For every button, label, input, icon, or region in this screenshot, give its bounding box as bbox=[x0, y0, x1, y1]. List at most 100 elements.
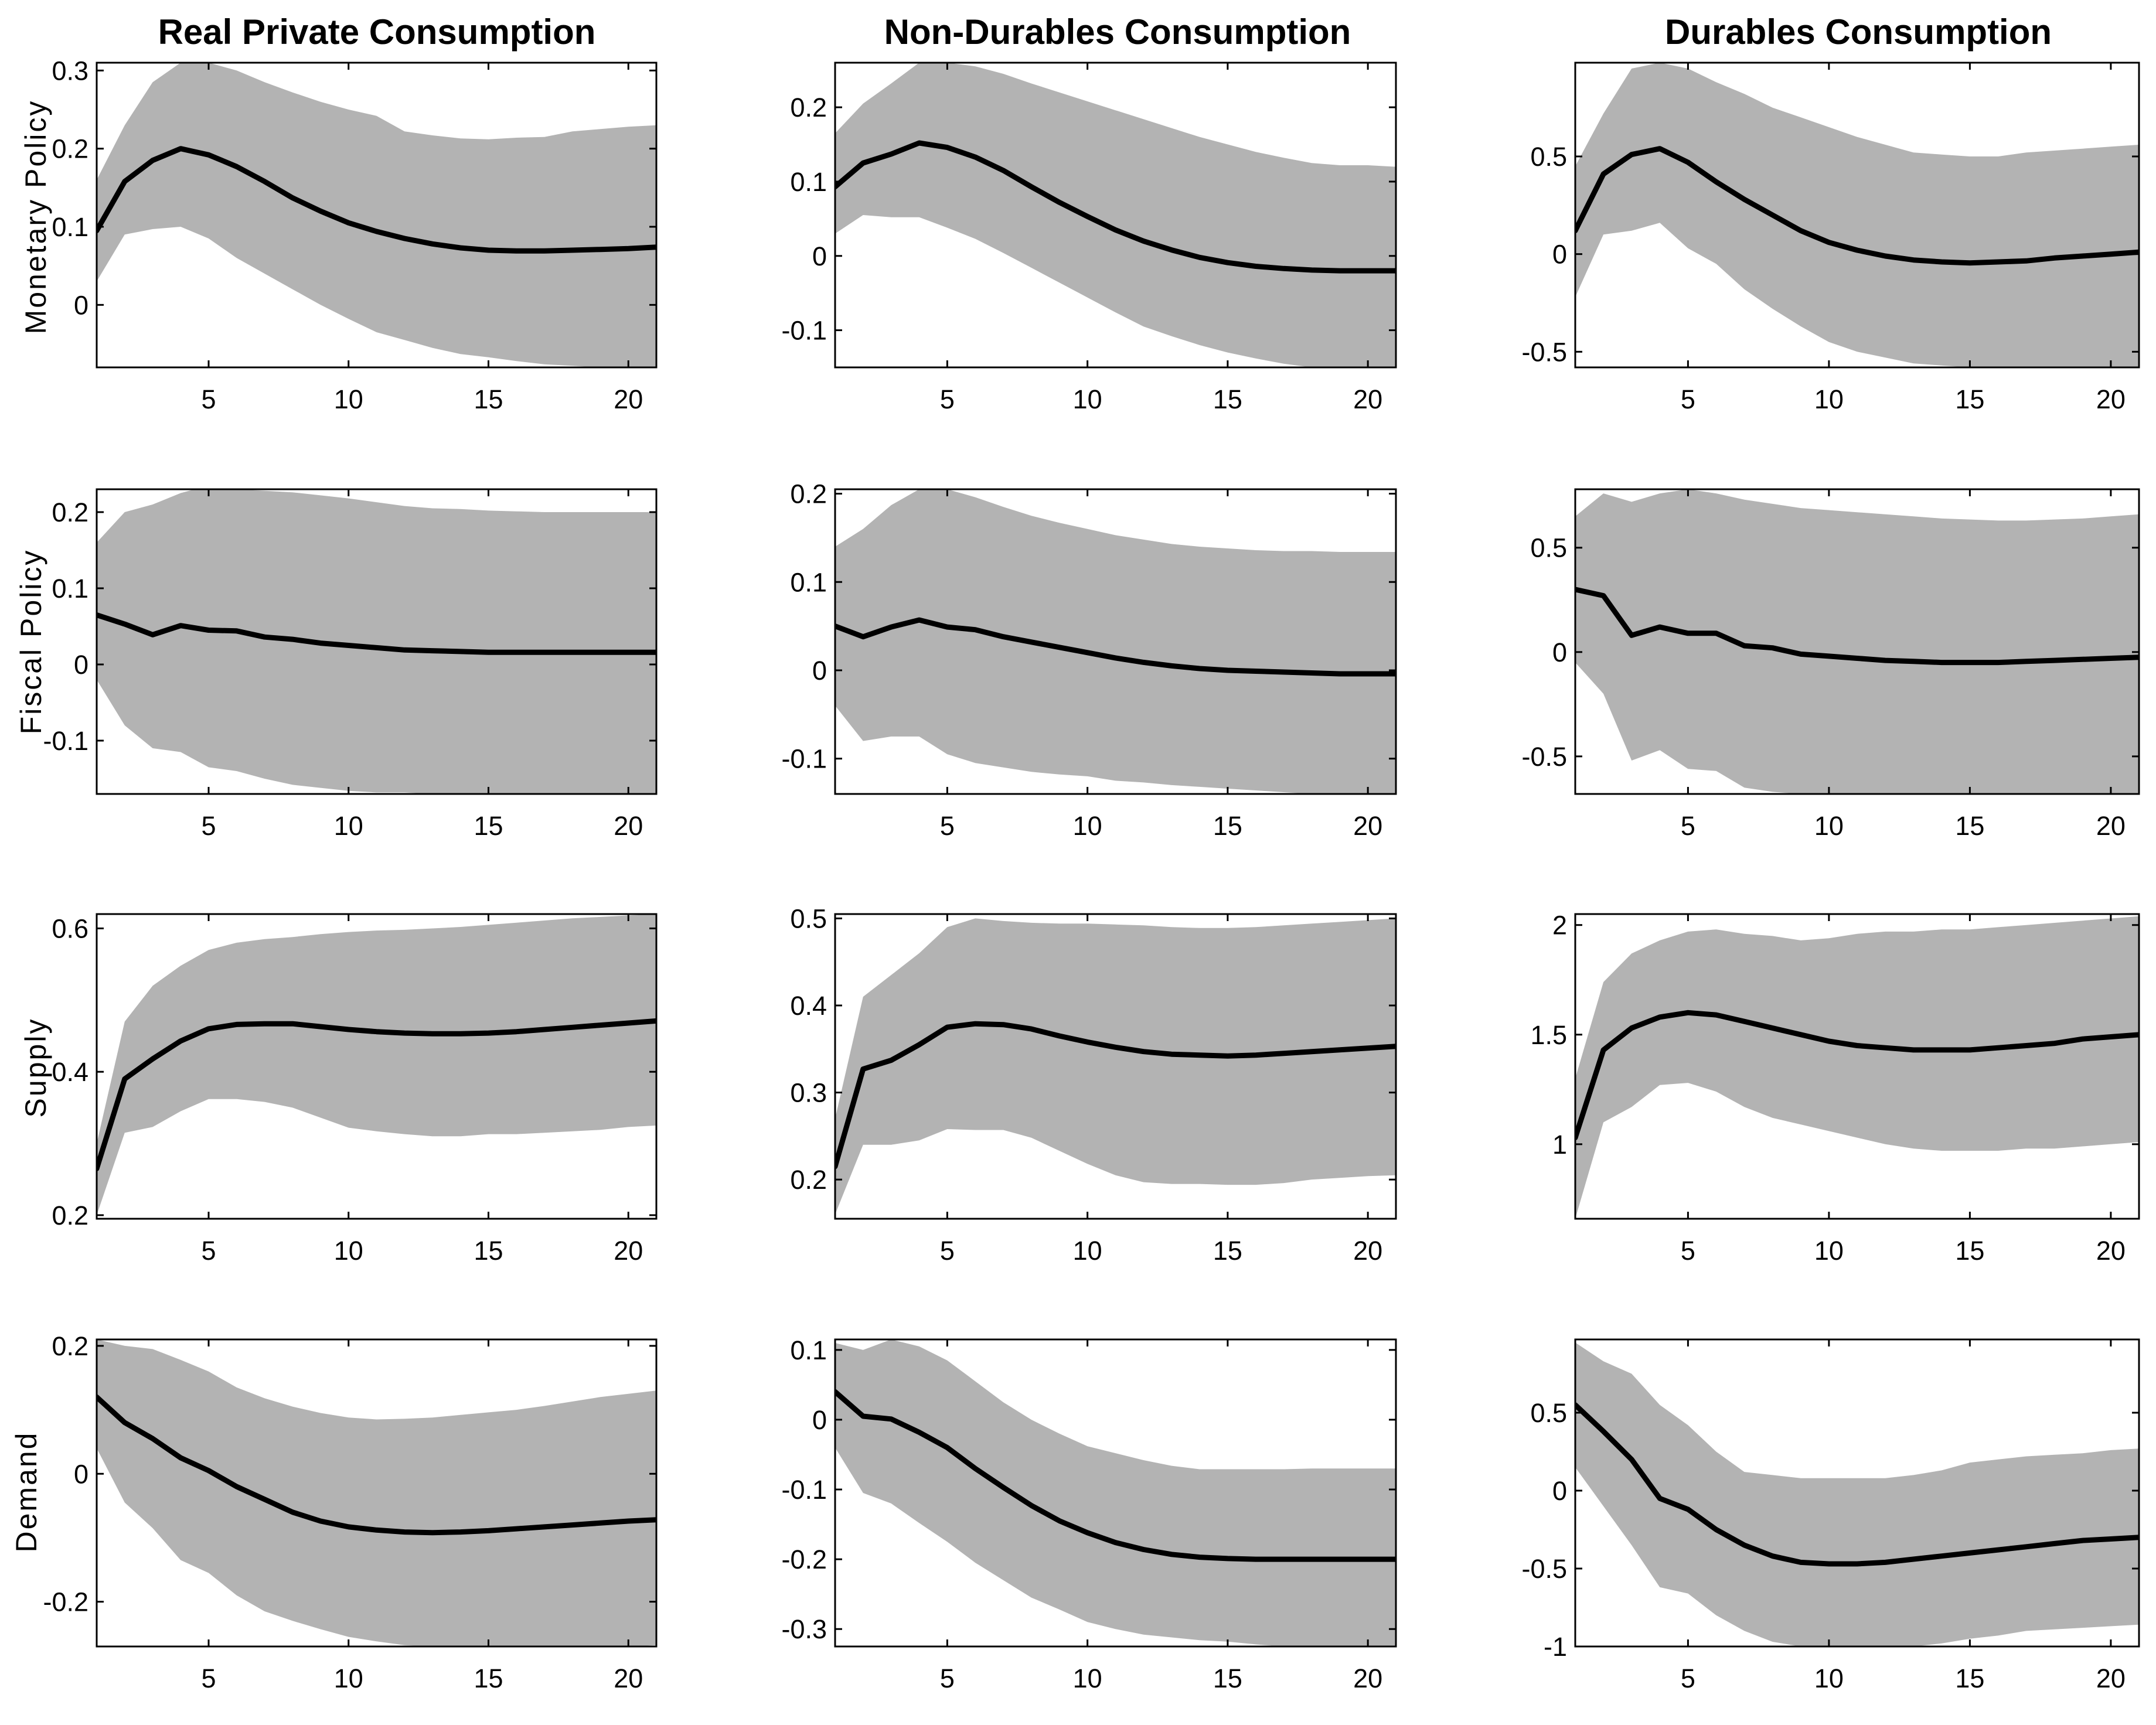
panel-fiscal-policy-durables-consumption-axes-box bbox=[1574, 488, 2140, 795]
panel-monetary-policy-real-private-consumption-xtick-label-5: 5 bbox=[201, 384, 216, 414]
panel-fiscal-policy-real-private-consumption-ytick-label-3: 0.2 bbox=[52, 497, 88, 527]
panel-supply-non-durables-consumption-confidence-band bbox=[835, 918, 1396, 1215]
panel-fiscal-policy-durables-consumption-xtick-label-10: 10 bbox=[1814, 811, 1844, 841]
panel-monetary-policy-real-private-consumption-ytick-label-1: 0.1 bbox=[52, 212, 88, 242]
panel-demand-durables-consumption-ytick-label-3: 0.5 bbox=[1530, 1398, 1567, 1428]
panel-monetary-policy-non-durables-consumption: 5 10 15 20 -0.1 0 0.1 0.2 bbox=[781, 62, 1397, 414]
panel-demand-non-durables-consumption-ytick-label-4: 0.1 bbox=[790, 1335, 827, 1365]
panel-fiscal-policy-real-private-consumption-ytick-label-2: 0.1 bbox=[52, 574, 88, 604]
panel-demand-durables-consumption-ytick-label-2: 0 bbox=[1552, 1476, 1567, 1506]
panel-fiscal-policy-non-durables-consumption-axes-box bbox=[834, 488, 1397, 795]
panel-monetary-policy-non-durables-consumption-ytick-label-0: -0.1 bbox=[781, 316, 827, 346]
panel-supply-non-durables-consumption-axes-box bbox=[834, 913, 1397, 1220]
panel-supply-real-private-consumption-plot-area bbox=[97, 914, 656, 1215]
panel-supply-durables-consumption: 5 10 15 20 1 1.5 2 bbox=[1530, 911, 2140, 1266]
panel-fiscal-policy-durables-consumption-xtick-label-15: 15 bbox=[1955, 811, 1984, 841]
panel-fiscal-policy-non-durables-consumption-ytick-label-1: 0 bbox=[812, 656, 827, 686]
panel-supply-non-durables-consumption-xtick-label-10: 10 bbox=[1073, 1236, 1102, 1266]
panel-monetary-policy-non-durables-consumption-confidence-band bbox=[835, 63, 1396, 367]
panel-monetary-policy-real-private-consumption-ytick-label-2: 0.2 bbox=[52, 134, 88, 164]
row-label-fiscal-policy: Fiscal Policy bbox=[15, 549, 47, 735]
panel-demand-real-private-consumption-xtick-label-5: 5 bbox=[201, 1663, 216, 1693]
panel-demand-real-private-consumption-confidence-band bbox=[97, 1339, 656, 1646]
panel-supply-durables-consumption-ytick-label-1: 1.5 bbox=[1530, 1020, 1567, 1050]
panel-demand-durables-consumption-ytick-label-1: -0.5 bbox=[1521, 1554, 1567, 1584]
panel-monetary-policy-durables-consumption-plot-area bbox=[1575, 63, 2139, 367]
panel-monetary-policy-non-durables-consumption-xtick-label-20: 20 bbox=[1353, 384, 1382, 414]
panel-fiscal-policy-durables-consumption-xtick-label-20: 20 bbox=[2096, 811, 2126, 841]
panel-monetary-policy-real-private-consumption-xtick-label-10: 10 bbox=[334, 384, 363, 414]
panel-supply-non-durables-consumption-ytick-label-3: 0.5 bbox=[790, 904, 827, 933]
panel-demand-durables-consumption-xtick-label-5: 5 bbox=[1681, 1663, 1695, 1693]
panel-fiscal-policy-real-private-consumption-plot-area bbox=[97, 489, 656, 794]
panel-monetary-policy-non-durables-consumption-xtick-label-15: 15 bbox=[1213, 384, 1242, 414]
panel-supply-non-durables-consumption-plot-area bbox=[835, 918, 1396, 1215]
panel-fiscal-policy-durables-consumption-median-line bbox=[1575, 587, 2139, 666]
panel-monetary-policy-non-durables-consumption-ytick-label-1: 0 bbox=[812, 241, 827, 271]
panel-supply-durables-consumption-xtick-label-15: 15 bbox=[1955, 1236, 1984, 1266]
panel-demand-non-durables-consumption-xtick-label-5: 5 bbox=[940, 1663, 955, 1693]
row-label-demand: Demand bbox=[10, 1431, 43, 1553]
panel-fiscal-policy-durables-consumption-ytick-label-2: 0.5 bbox=[1530, 533, 1567, 563]
panel-demand-non-durables-consumption-xtick-label-20: 20 bbox=[1353, 1663, 1382, 1693]
panel-monetary-policy-real-private-consumption-xtick-label-20: 20 bbox=[614, 384, 643, 414]
panel-demand-durables-consumption-xtick-label-20: 20 bbox=[2096, 1663, 2126, 1693]
panel-fiscal-policy-non-durables-consumption-xtick-label-15: 15 bbox=[1213, 811, 1242, 841]
panel-supply-non-durables-consumption-median-line bbox=[835, 1021, 1396, 1170]
panel-supply-durables-consumption-median-line bbox=[1575, 1010, 2139, 1141]
panel-demand-non-durables-consumption-xtick-label-10: 10 bbox=[1073, 1663, 1102, 1693]
panel-fiscal-policy-non-durables-consumption-ytick-label-2: 0.1 bbox=[790, 567, 827, 597]
panel-fiscal-policy-non-durables-consumption-xtick-label-10: 10 bbox=[1073, 811, 1102, 841]
panel-demand-real-private-consumption-axes-box bbox=[96, 1338, 658, 1648]
panel-supply-durables-consumption-plot-area bbox=[1575, 916, 2139, 1219]
panel-fiscal-policy-durables-consumption: 5 10 15 20 -0.5 0 0.5 bbox=[1521, 488, 2140, 841]
row-label-monetary-policy: Monetary Policy bbox=[19, 100, 52, 335]
panel-demand-real-private-consumption-ytick-label-2: 0.2 bbox=[52, 1331, 88, 1361]
panel-fiscal-policy-non-durables-consumption-confidence-band bbox=[835, 489, 1396, 794]
panel-demand-non-durables-consumption-axes-box bbox=[834, 1338, 1397, 1648]
panel-supply-real-private-consumption-confidence-band bbox=[97, 914, 656, 1215]
panel-supply-durables-consumption-ytick-label-0: 1 bbox=[1552, 1130, 1567, 1160]
panel-supply-non-durables-consumption-ytick-label-0: 0.2 bbox=[790, 1165, 827, 1195]
panel-monetary-policy-durables-consumption-ytick-label-1: 0 bbox=[1552, 240, 1567, 270]
panel-demand-non-durables-consumption-ytick-label-2: -0.1 bbox=[781, 1475, 827, 1505]
panel-demand-non-durables-consumption: 5 10 15 20 -0.3 -0.2 -0.1 0 0.1 bbox=[781, 1335, 1397, 1693]
panel-monetary-policy-non-durables-consumption-axes-box bbox=[834, 62, 1397, 369]
panel-fiscal-policy-real-private-consumption-axes-box bbox=[96, 488, 658, 795]
panel-fiscal-policy-non-durables-consumption-ytick-label-3: 0.2 bbox=[790, 479, 827, 509]
panel-fiscal-policy-real-private-consumption-confidence-band bbox=[97, 489, 656, 794]
column-title-non-durables-consumption: Non-Durables Consumption bbox=[884, 12, 1351, 52]
panel-fiscal-policy-real-private-consumption-ytick-label-1: 0 bbox=[74, 650, 88, 680]
panel-monetary-policy-durables-consumption: 5 10 15 20 -0.5 0 0.5 bbox=[1521, 62, 2140, 414]
panel-fiscal-policy-real-private-consumption-median-line bbox=[97, 612, 656, 655]
panel-demand-non-durables-consumption-ytick-label-3: 0 bbox=[812, 1405, 827, 1435]
panel-supply-real-private-consumption-median-line bbox=[97, 1018, 656, 1171]
panel-monetary-policy-non-durables-consumption-ytick-label-2: 0.1 bbox=[790, 167, 827, 197]
column-title-real-private-consumption: Real Private Consumption bbox=[158, 12, 596, 52]
panel-supply-real-private-consumption-xtick-label-10: 10 bbox=[334, 1236, 363, 1266]
panel-demand-real-private-consumption: 5 10 15 20 -0.2 0 0.2 bbox=[43, 1331, 658, 1693]
panel-demand-durables-consumption-xtick-label-15: 15 bbox=[1955, 1663, 1984, 1693]
panel-demand-non-durables-consumption-plot-area bbox=[835, 1339, 1396, 1646]
panel-supply-real-private-consumption-xtick-label-5: 5 bbox=[201, 1236, 216, 1266]
panel-fiscal-policy-real-private-consumption-ytick-label-0: -0.1 bbox=[43, 726, 88, 756]
panel-demand-durables-consumption-ytick-label-0: -1 bbox=[1544, 1632, 1567, 1662]
panel-fiscal-policy-durables-consumption-ytick-label-0: -0.5 bbox=[1521, 742, 1567, 772]
panel-supply-real-private-consumption-xtick-label-20: 20 bbox=[614, 1236, 643, 1266]
panel-demand-durables-consumption-plot-area bbox=[1575, 1342, 2139, 1646]
panel-fiscal-policy-durables-consumption-plot-area bbox=[1575, 489, 2139, 794]
panel-demand-non-durables-consumption-ytick-label-1: -0.2 bbox=[781, 1545, 827, 1574]
panel-supply-real-private-consumption-axes-box bbox=[96, 913, 658, 1220]
panel-fiscal-policy-real-private-consumption-xtick-label-10: 10 bbox=[334, 811, 363, 841]
panel-supply-real-private-consumption-ytick-label-2: 0.6 bbox=[52, 913, 88, 943]
panel-supply-real-private-consumption-xtick-label-15: 15 bbox=[474, 1236, 503, 1266]
panel-supply-non-durables-consumption: 5 10 15 20 0.2 0.3 0.4 0.5 bbox=[790, 904, 1397, 1266]
panel-demand-non-durables-consumption-ytick-label-0: -0.3 bbox=[781, 1614, 827, 1644]
panel-monetary-policy-non-durables-consumption-xtick-label-10: 10 bbox=[1073, 384, 1102, 414]
panel-supply-non-durables-consumption-xtick-label-20: 20 bbox=[1353, 1236, 1382, 1266]
panel-supply-durables-consumption-ytick-label-2: 2 bbox=[1552, 911, 1567, 940]
panel-monetary-policy-real-private-consumption-confidence-band bbox=[97, 63, 656, 367]
panel-supply-real-private-consumption: 5 10 15 20 0.2 0.4 0.6 bbox=[52, 913, 658, 1266]
panel-fiscal-policy-non-durables-consumption-median-line bbox=[835, 617, 1396, 677]
panel-demand-durables-consumption-xtick-label-10: 10 bbox=[1814, 1663, 1844, 1693]
